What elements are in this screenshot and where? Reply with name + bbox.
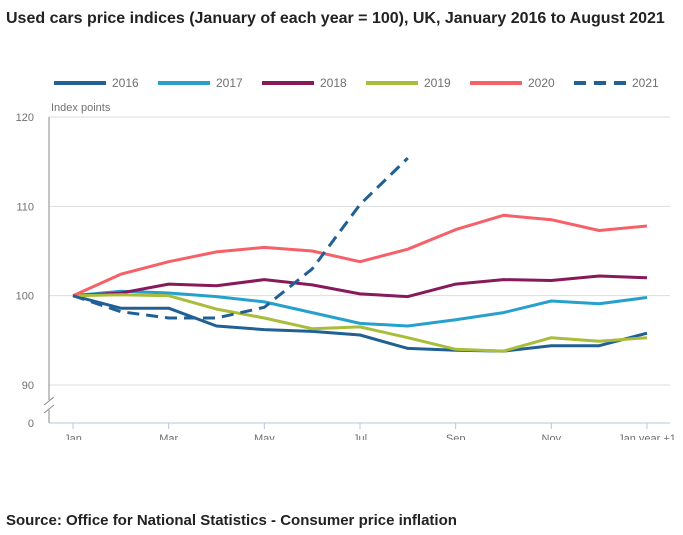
source-note: Source: Office for National Statistics -… (6, 512, 457, 529)
axis-break-mark (43, 404, 55, 414)
x-tick-label: Mar (159, 433, 178, 440)
y-tick-label: 0 (28, 418, 34, 430)
axis-break-mark (43, 396, 55, 406)
legend-label: 2019 (424, 76, 451, 90)
legend-label: 2021 (632, 76, 659, 90)
legend-item-2018[interactable]: 2018 (262, 74, 347, 92)
x-tick-label: Jan (64, 433, 82, 440)
legend-item-2020[interactable]: 2020 (470, 74, 555, 92)
legend-item-2016[interactable]: 2016 (54, 74, 139, 92)
x-tick-label: Jul (353, 433, 367, 440)
legend-label: 2017 (216, 76, 243, 90)
chart-title: Used cars price indices (January of each… (6, 10, 665, 27)
legend-swatch (574, 81, 626, 85)
series-line-2019 (72, 293, 648, 353)
x-tick-label: Nov (542, 433, 562, 440)
x-tick-label: Sep (446, 433, 466, 440)
line-chart: 0 90 100 110 120 Index points Jan Mar May Jul Sep N… (16, 102, 676, 440)
legend-swatch (470, 81, 522, 85)
legend-item-2017[interactable]: 2017 (158, 74, 243, 92)
x-tick-label: Jan year +1 (618, 433, 676, 440)
series-line-2016 (72, 294, 648, 353)
legend-swatch (54, 81, 106, 85)
legend-label: 2018 (320, 76, 347, 90)
legend-swatch (366, 81, 418, 85)
y-axis-label: Index points (51, 102, 111, 114)
legend-label: 2020 (528, 76, 555, 90)
legend-swatch (158, 81, 210, 85)
series-line-2018 (72, 274, 648, 299)
series-line-2021 (72, 157, 409, 320)
x-tick-label: May (254, 433, 275, 440)
y-tick-label: 110 (16, 201, 34, 213)
y-tick-label: 90 (22, 380, 34, 392)
legend-item-2019[interactable]: 2019 (366, 74, 451, 92)
y-tick-label: 100 (16, 291, 34, 303)
legend-label: 2016 (112, 76, 139, 90)
y-tick-label: 120 (16, 112, 34, 124)
legend-item-2021[interactable]: 2021 (574, 74, 659, 92)
series-line-2017 (72, 289, 648, 328)
legend: 2016 2017 2018 2019 2020 2021 (0, 74, 683, 92)
legend-swatch (262, 81, 314, 85)
series-line-2020 (72, 213, 648, 298)
